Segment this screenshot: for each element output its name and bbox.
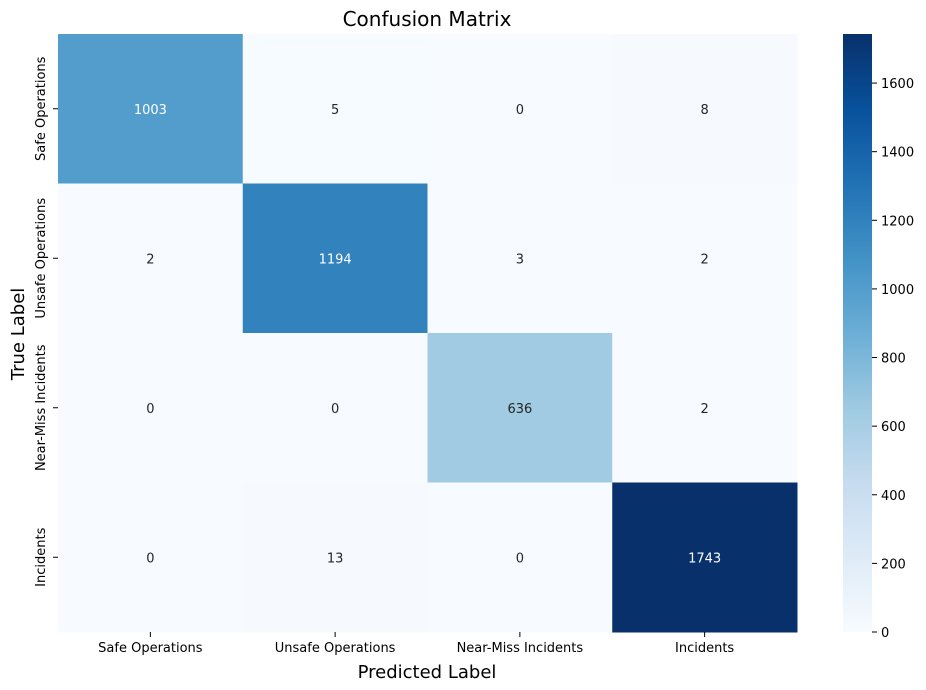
colorbar-tick-label: 800 xyxy=(881,352,906,367)
cell-value-label: 0 xyxy=(146,551,154,566)
x-axis-ticks: Safe Operations Unsafe Operations Near-Mis… xyxy=(98,632,734,656)
y-tick-label: Safe Operations xyxy=(34,56,49,161)
colorbar-ticks: 0 200 400 600 800 1000 1200 1400 1600 xyxy=(872,77,914,641)
x-tick-label: Near-Miss Incidents xyxy=(457,641,584,656)
chart-title: Confusion Matrix xyxy=(343,7,512,31)
y-tick-label: Unsafe Operations xyxy=(34,198,49,319)
x-tick-label: Incidents xyxy=(675,641,734,656)
colorbar-tick-label: 1600 xyxy=(881,77,914,92)
cell-value-label: 1743 xyxy=(688,551,721,566)
y-axis-ticks: Safe Operations Unsafe Operations Near-Mis… xyxy=(34,56,58,587)
colorbar-tick-label: 400 xyxy=(881,489,906,504)
cell-value-label: 2 xyxy=(700,402,708,417)
y-axis-label: True Label xyxy=(8,288,29,382)
cell-value-label: 1003 xyxy=(134,103,167,118)
x-tick-label: Safe Operations xyxy=(98,641,203,656)
x-tick-label: Unsafe Operations xyxy=(275,641,396,656)
y-tick-label: Near-Miss Incidents xyxy=(34,344,49,471)
cell-value-label: 636 xyxy=(507,402,532,417)
cell-value-label: 2 xyxy=(700,252,708,267)
cell-value-label: 2 xyxy=(146,252,154,267)
cell-value-label: 0 xyxy=(516,551,524,566)
cell-value-label: 5 xyxy=(331,103,339,118)
cell-value-label: 0 xyxy=(516,103,524,118)
colorbar-tick-label: 0 xyxy=(881,626,889,641)
colorbar-tick-label: 600 xyxy=(881,420,906,435)
cell-value-label: 3 xyxy=(516,252,524,267)
x-axis-label: Predicted Label xyxy=(358,662,497,683)
colorbar-tick-label: 1000 xyxy=(881,283,914,298)
cell-value-label: 1194 xyxy=(319,252,352,267)
colorbar xyxy=(843,34,872,632)
cell-value-label: 0 xyxy=(331,402,339,417)
colorbar-tick-label: 1400 xyxy=(881,146,914,161)
colorbar-tick-label: 1200 xyxy=(881,214,914,229)
y-tick-label: Incidents xyxy=(34,527,49,586)
colorbar-tick-label: 200 xyxy=(881,557,906,572)
cell-value-label: 0 xyxy=(146,402,154,417)
cell-value-label: 13 xyxy=(327,551,344,566)
heatmap-cells: 1003 5 0 8 2 1194 3 2 0 0 636 2 0 13 0 1743 xyxy=(58,34,798,633)
cell-value-label: 8 xyxy=(700,103,708,118)
